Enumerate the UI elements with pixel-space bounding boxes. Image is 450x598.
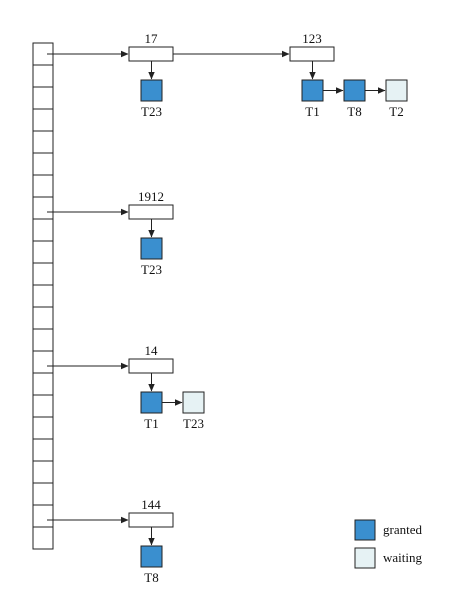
hash-slot <box>32 174 54 198</box>
transaction-label: T1 <box>305 104 319 119</box>
lock-chain: 14 T1 T23 <box>47 343 205 431</box>
hash-slot <box>32 328 54 352</box>
lock-object-id: 14 <box>145 343 159 358</box>
hash-slot <box>32 526 54 550</box>
transaction-label: T8 <box>144 570 158 585</box>
lock-chain: 17 T23 123 T1 T8 T2 <box>47 31 408 119</box>
hash-slot <box>32 350 54 374</box>
transaction-label: T23 <box>183 416 204 431</box>
lock-chains: 17 T23 123 T1 T8 T2 1912 T23 14 T1 T23 144 T8 <box>47 31 408 585</box>
hash-slot <box>32 152 54 176</box>
lock-object-box <box>128 46 174 62</box>
hash-slot <box>32 64 54 88</box>
hash-slot <box>32 504 54 528</box>
hash-slot <box>32 86 54 110</box>
request-square-waiting <box>385 79 408 102</box>
legend-swatch-waiting <box>354 547 376 569</box>
lock-chain: 144 T8 <box>47 497 174 585</box>
request-square-granted <box>301 79 324 102</box>
request-square-granted <box>140 79 163 102</box>
hash-slot <box>32 306 54 330</box>
lock-object-box <box>289 46 335 62</box>
transaction-label: T23 <box>141 104 162 119</box>
hash-slot <box>32 372 54 396</box>
hash-slot <box>32 438 54 462</box>
transaction-label: T2 <box>389 104 403 119</box>
lock-object-id: 1912 <box>138 189 164 204</box>
legend: granted waiting <box>354 519 422 569</box>
hash-slot <box>32 108 54 132</box>
hash-slot <box>32 240 54 264</box>
hash-table <box>32 42 54 550</box>
legend-label: granted <box>383 522 422 537</box>
lock-object-id: 17 <box>145 31 159 46</box>
hash-slot <box>32 482 54 506</box>
hash-slot <box>32 394 54 418</box>
request-square-granted <box>140 545 163 568</box>
hash-slot <box>32 130 54 154</box>
request-square-waiting <box>182 391 205 414</box>
legend-label: waiting <box>383 550 422 565</box>
hash-slot <box>32 218 54 242</box>
hash-slot <box>32 416 54 440</box>
legend-swatch-granted <box>354 519 376 541</box>
request-square-granted <box>140 237 163 260</box>
transaction-label: T8 <box>347 104 361 119</box>
hash-slot <box>32 460 54 484</box>
lock-object-box <box>128 204 174 220</box>
transaction-label: T1 <box>144 416 158 431</box>
lock-object-box <box>128 512 174 528</box>
lock-chain: 1912 T23 <box>47 189 174 277</box>
hash-slot <box>32 284 54 308</box>
request-square-granted <box>343 79 366 102</box>
hash-slot <box>32 262 54 286</box>
hash-slot <box>32 196 54 220</box>
transaction-label: T23 <box>141 262 162 277</box>
lock-object-box <box>128 358 174 374</box>
lock-object-id: 123 <box>302 31 322 46</box>
lock-object-id: 144 <box>141 497 161 512</box>
request-square-granted <box>140 391 163 414</box>
